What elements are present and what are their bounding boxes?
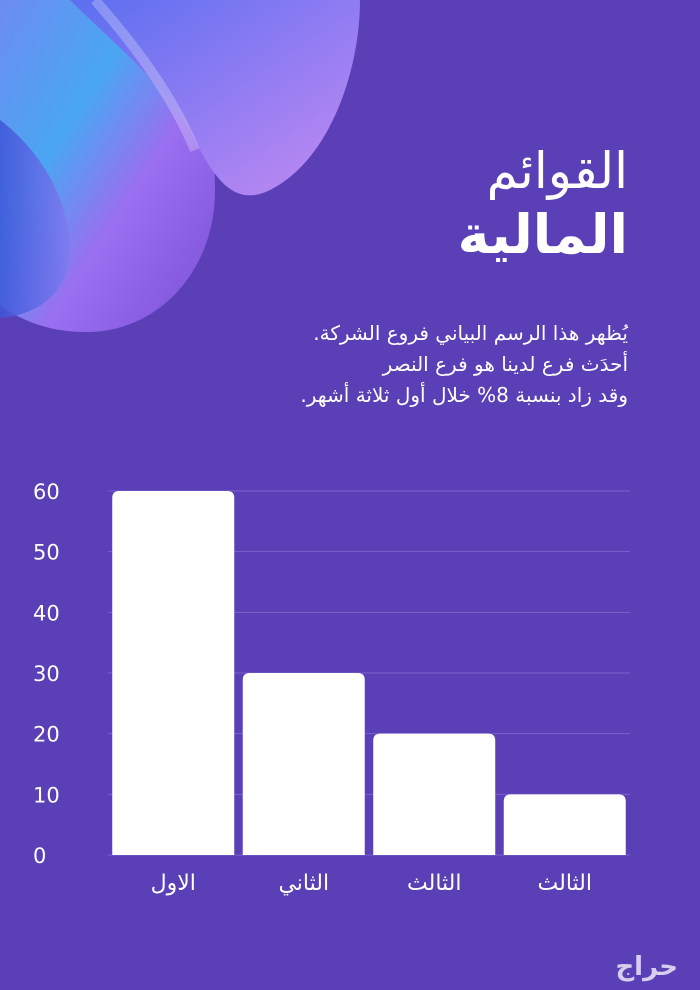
watermark: حراج [615,952,678,982]
bar [112,491,235,855]
description-line-1: يُظهر هذا الرسم البياني فروع الشركة. [313,321,628,345]
description-line-3: وقد زاد بنسبة 8% خلال أول ثلاثة أشهر. [300,383,628,407]
y-tick-label: 20 [33,723,60,747]
title-line-1: القوائم [486,142,628,200]
x-tick-label: الثاني [278,871,329,896]
title-line-2: المالية [457,203,628,266]
y-tick-label: 30 [33,662,60,686]
bar [373,733,496,855]
y-tick-label: 50 [33,541,60,565]
y-tick-label: 10 [33,783,60,807]
x-tick-label: الثالث [538,871,592,896]
bar [242,673,365,855]
y-tick-label: 60 [33,480,60,504]
bar [503,794,626,855]
x-tick-label: الاول [151,871,196,896]
x-tick-label: الثالث [407,871,461,896]
description: يُظهر هذا الرسم البياني فروع الشركة. أحد… [108,318,628,411]
page-title: القوائم المالية [458,140,628,268]
y-tick-label: 0 [33,844,46,868]
description-line-2: أحدَث فرع لدينا هو فرع النصر [382,352,628,376]
decorative-gradient-shape [0,0,360,333]
y-tick-label: 40 [33,601,60,625]
